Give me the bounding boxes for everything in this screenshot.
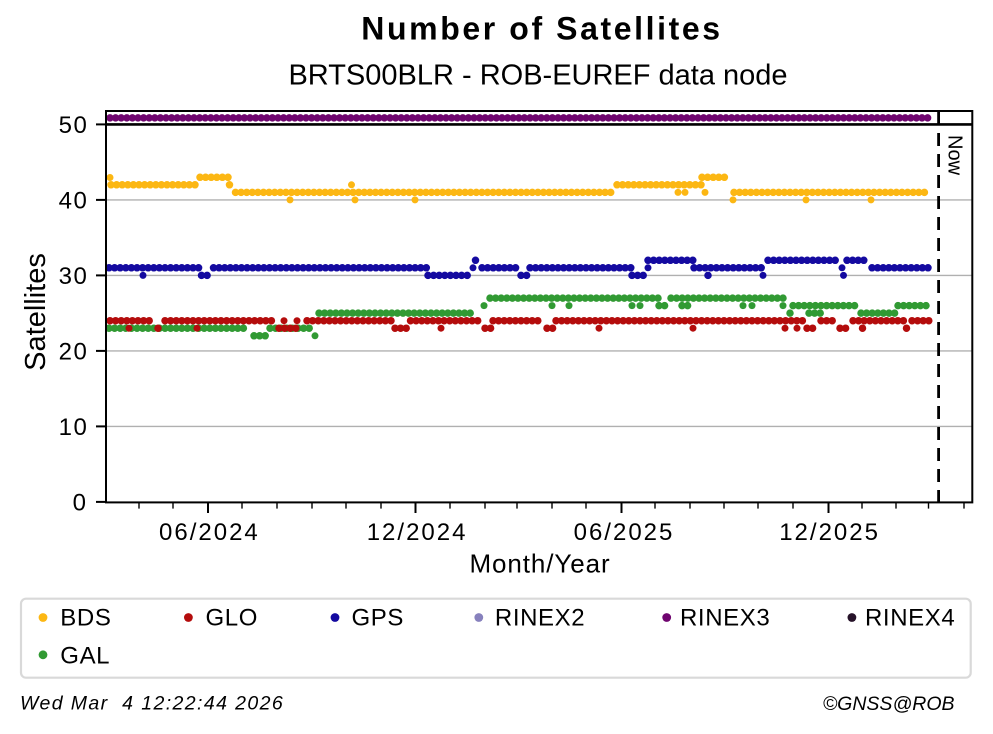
svg-text:50: 50 xyxy=(59,112,89,139)
svg-text:06/2025: 06/2025 xyxy=(574,519,675,546)
svg-text:10: 10 xyxy=(59,414,89,441)
svg-text:20: 20 xyxy=(59,339,89,366)
svg-text:Satellites: Satellites xyxy=(20,253,52,371)
svg-text:Wed Mar 4 12:22:44 2026: Wed Mar 4 12:22:44 2026 xyxy=(20,693,284,715)
svg-text:GLO: GLO xyxy=(206,605,258,632)
svg-text:Month/Year: Month/Year xyxy=(469,549,610,579)
svg-text:GAL: GAL xyxy=(60,643,110,670)
svg-text:12/2024: 12/2024 xyxy=(367,519,468,546)
svg-text:RINEX4: RINEX4 xyxy=(865,605,955,632)
svg-text:RINEX3: RINEX3 xyxy=(680,605,770,632)
svg-text:GPS: GPS xyxy=(352,605,404,632)
svg-text:12/2025: 12/2025 xyxy=(779,519,880,546)
svg-text:BRTS00BLR - ROB-EUREF data nod: BRTS00BLR - ROB-EUREF data node xyxy=(288,60,787,92)
svg-text:BDS: BDS xyxy=(60,605,111,632)
svg-text:40: 40 xyxy=(59,188,89,215)
svg-text:30: 30 xyxy=(59,263,89,290)
svg-text:Number of Satellites: Number of Satellites xyxy=(361,11,722,47)
svg-text:06/2024: 06/2024 xyxy=(159,519,260,546)
svg-text:©GNSS@ROB: ©GNSS@ROB xyxy=(823,693,955,715)
svg-text:Now: Now xyxy=(944,135,966,176)
svg-text:0: 0 xyxy=(73,490,88,517)
svg-text:RINEX2: RINEX2 xyxy=(495,605,585,632)
